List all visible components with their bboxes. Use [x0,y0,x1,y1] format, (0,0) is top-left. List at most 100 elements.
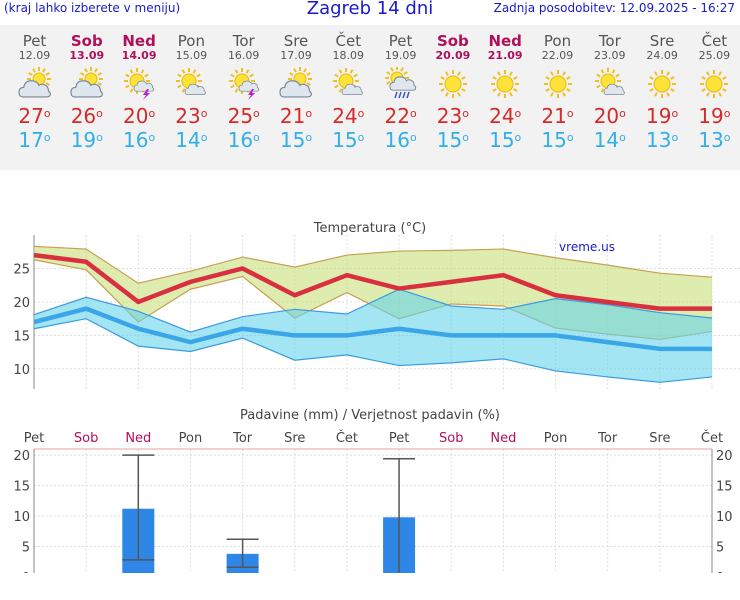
sun-shape [491,70,520,98]
day-column: Pet 12.09 27o 17o [9,25,61,152]
min-temperature: 16o [227,128,260,152]
watermark-text: vreme.us [559,240,615,254]
precipitation-tick-label-right: 10 [716,510,733,525]
day-column: Sob 20.09 23o 15o [427,25,479,153]
day-column: Ned 14.09 20o 16o [113,25,165,153]
max-temperature: 21o [541,104,574,128]
day-date: 20.09 [435,49,471,62]
max-temperature: 26o [70,104,103,128]
day-name: Sre [283,32,309,50]
day-name: Ned [122,32,156,50]
day-name: Pet [22,32,47,50]
min-temperature: 15o [332,128,365,152]
min-temperature: 16o [384,128,417,152]
precipitation-day-label: Čet [701,430,723,446]
precipitation-error-bar [226,538,259,568]
temperature-chart-title: Temperatura (°C) [313,221,426,236]
precipitation-day-label: Sob [439,431,463,446]
day-name: Tor [598,32,621,50]
cloud-shape [238,80,259,92]
max-temperature: 19o [646,104,679,128]
cloud-shape [133,80,155,92]
day-date: 13.09 [69,49,105,62]
page-header: (kraj lahko izberete v meniju) Zagreb 14… [0,0,740,20]
day-date: 25.09 [698,49,731,62]
day-date: 16.09 [227,49,260,62]
min-temperature-band-lower-edge [33,318,713,383]
max-temperature: 23o [175,104,208,128]
min-temperature: 16o [123,128,156,152]
precipitation-day-label: Čet [336,430,358,446]
temperature-tick-label: 15 [13,329,30,344]
day-date: 18.09 [332,49,365,62]
precipitation-tick-label-right: 20 [716,449,733,464]
day-name: Čet [335,32,362,50]
sun-cloud-icon [176,68,207,96]
day-date: 23.09 [594,49,626,62]
sun-cloud-icon [333,68,364,96]
day-name: Sre [649,32,675,50]
max-temperature: 20o [123,104,156,128]
day-column: Pon 15.09 23o 14o [165,25,217,153]
day-date: 24.09 [646,49,678,62]
min-temperature-line [33,306,712,352]
precipitation-tick-label-left: 10 [13,510,30,525]
min-temperature: 15o [489,128,522,152]
precipitation-tick-label-right: 0 [716,571,724,573]
max-temperature: 21o [279,104,313,128]
cloud-shape [279,80,312,98]
sun-icon [491,70,520,98]
sun-storm-icon [228,68,259,100]
daily-forecast-strip: Pet 12.09 27o 17o Sob 13.09 26o 19o Ned 14.09 20o 1… [0,25,740,170]
precipitation-tick-label-right: 15 [716,480,733,495]
max-temperature: 25o [227,104,260,128]
cloud-shape [185,83,207,96]
min-temperature: 15o [541,128,574,152]
precipitation-tick-label-left: 15 [13,480,30,495]
precipitation-day-label: Ned [125,431,151,446]
sun-shape [648,70,677,98]
temperature-tick-label: 10 [13,363,30,378]
precipitation-tick-label-right: 5 [716,541,724,556]
day-column: Sre 17.09 21o 15o [270,25,322,152]
min-temperature-band-upper-edge [33,288,713,333]
cloud-shape [17,80,51,98]
max-temperature-band-upper-edge [33,245,713,284]
temperature-tick-label: 20 [13,296,30,311]
sun-shape [543,70,572,98]
precipitation-day-label: Pet [389,431,409,446]
day-column: Čet 18.09 24o 15o [322,25,374,153]
cloud-shape [70,80,103,98]
precipitation-day-label: Tor [232,431,253,446]
max-temperature: 23o [436,104,469,128]
cloud-sun-icon [70,67,103,98]
max-temperature: 20o [593,104,626,128]
temperature-tick-label: 25 [13,262,30,277]
day-name: Sob [436,32,469,50]
day-name: Pon [543,32,572,50]
min-temperature: 13o [646,128,679,152]
location-menu-hint[interactable]: (kraj lahko izberete v meniju) [4,1,181,15]
min-temperature: 15o [436,128,469,152]
precipitation-day-label: Ned [490,431,516,446]
day-name: Ned [488,32,522,50]
precipitation-error-bar [122,454,155,561]
min-temperature: 14o [593,128,626,152]
precipitation-day-label: Sre [284,431,305,446]
min-temperature: 15o [279,128,313,152]
cloud-sun-icon [17,67,51,98]
max-temperature: 24o [489,104,522,128]
precipitation-day-label: Pet [24,431,44,446]
day-date: 15.09 [175,49,208,62]
max-temperature: 27o [18,104,51,128]
day-column: Sre 24.09 19o 13o [636,25,688,153]
cloud-sun-icon [279,67,312,98]
max-temperature-line [33,252,712,311]
precipitation-tick-label-left: 5 [22,541,30,556]
sun-icon [438,70,467,98]
min-temperature-band [34,289,712,383]
max-temperature: 19o [698,104,731,128]
sun-icon [648,70,677,98]
temperature-chart: Temperatura (°C) 10 15 20 25 vreme.us [13,221,740,389]
page-title: Zagreb 14 dni [306,0,434,19]
